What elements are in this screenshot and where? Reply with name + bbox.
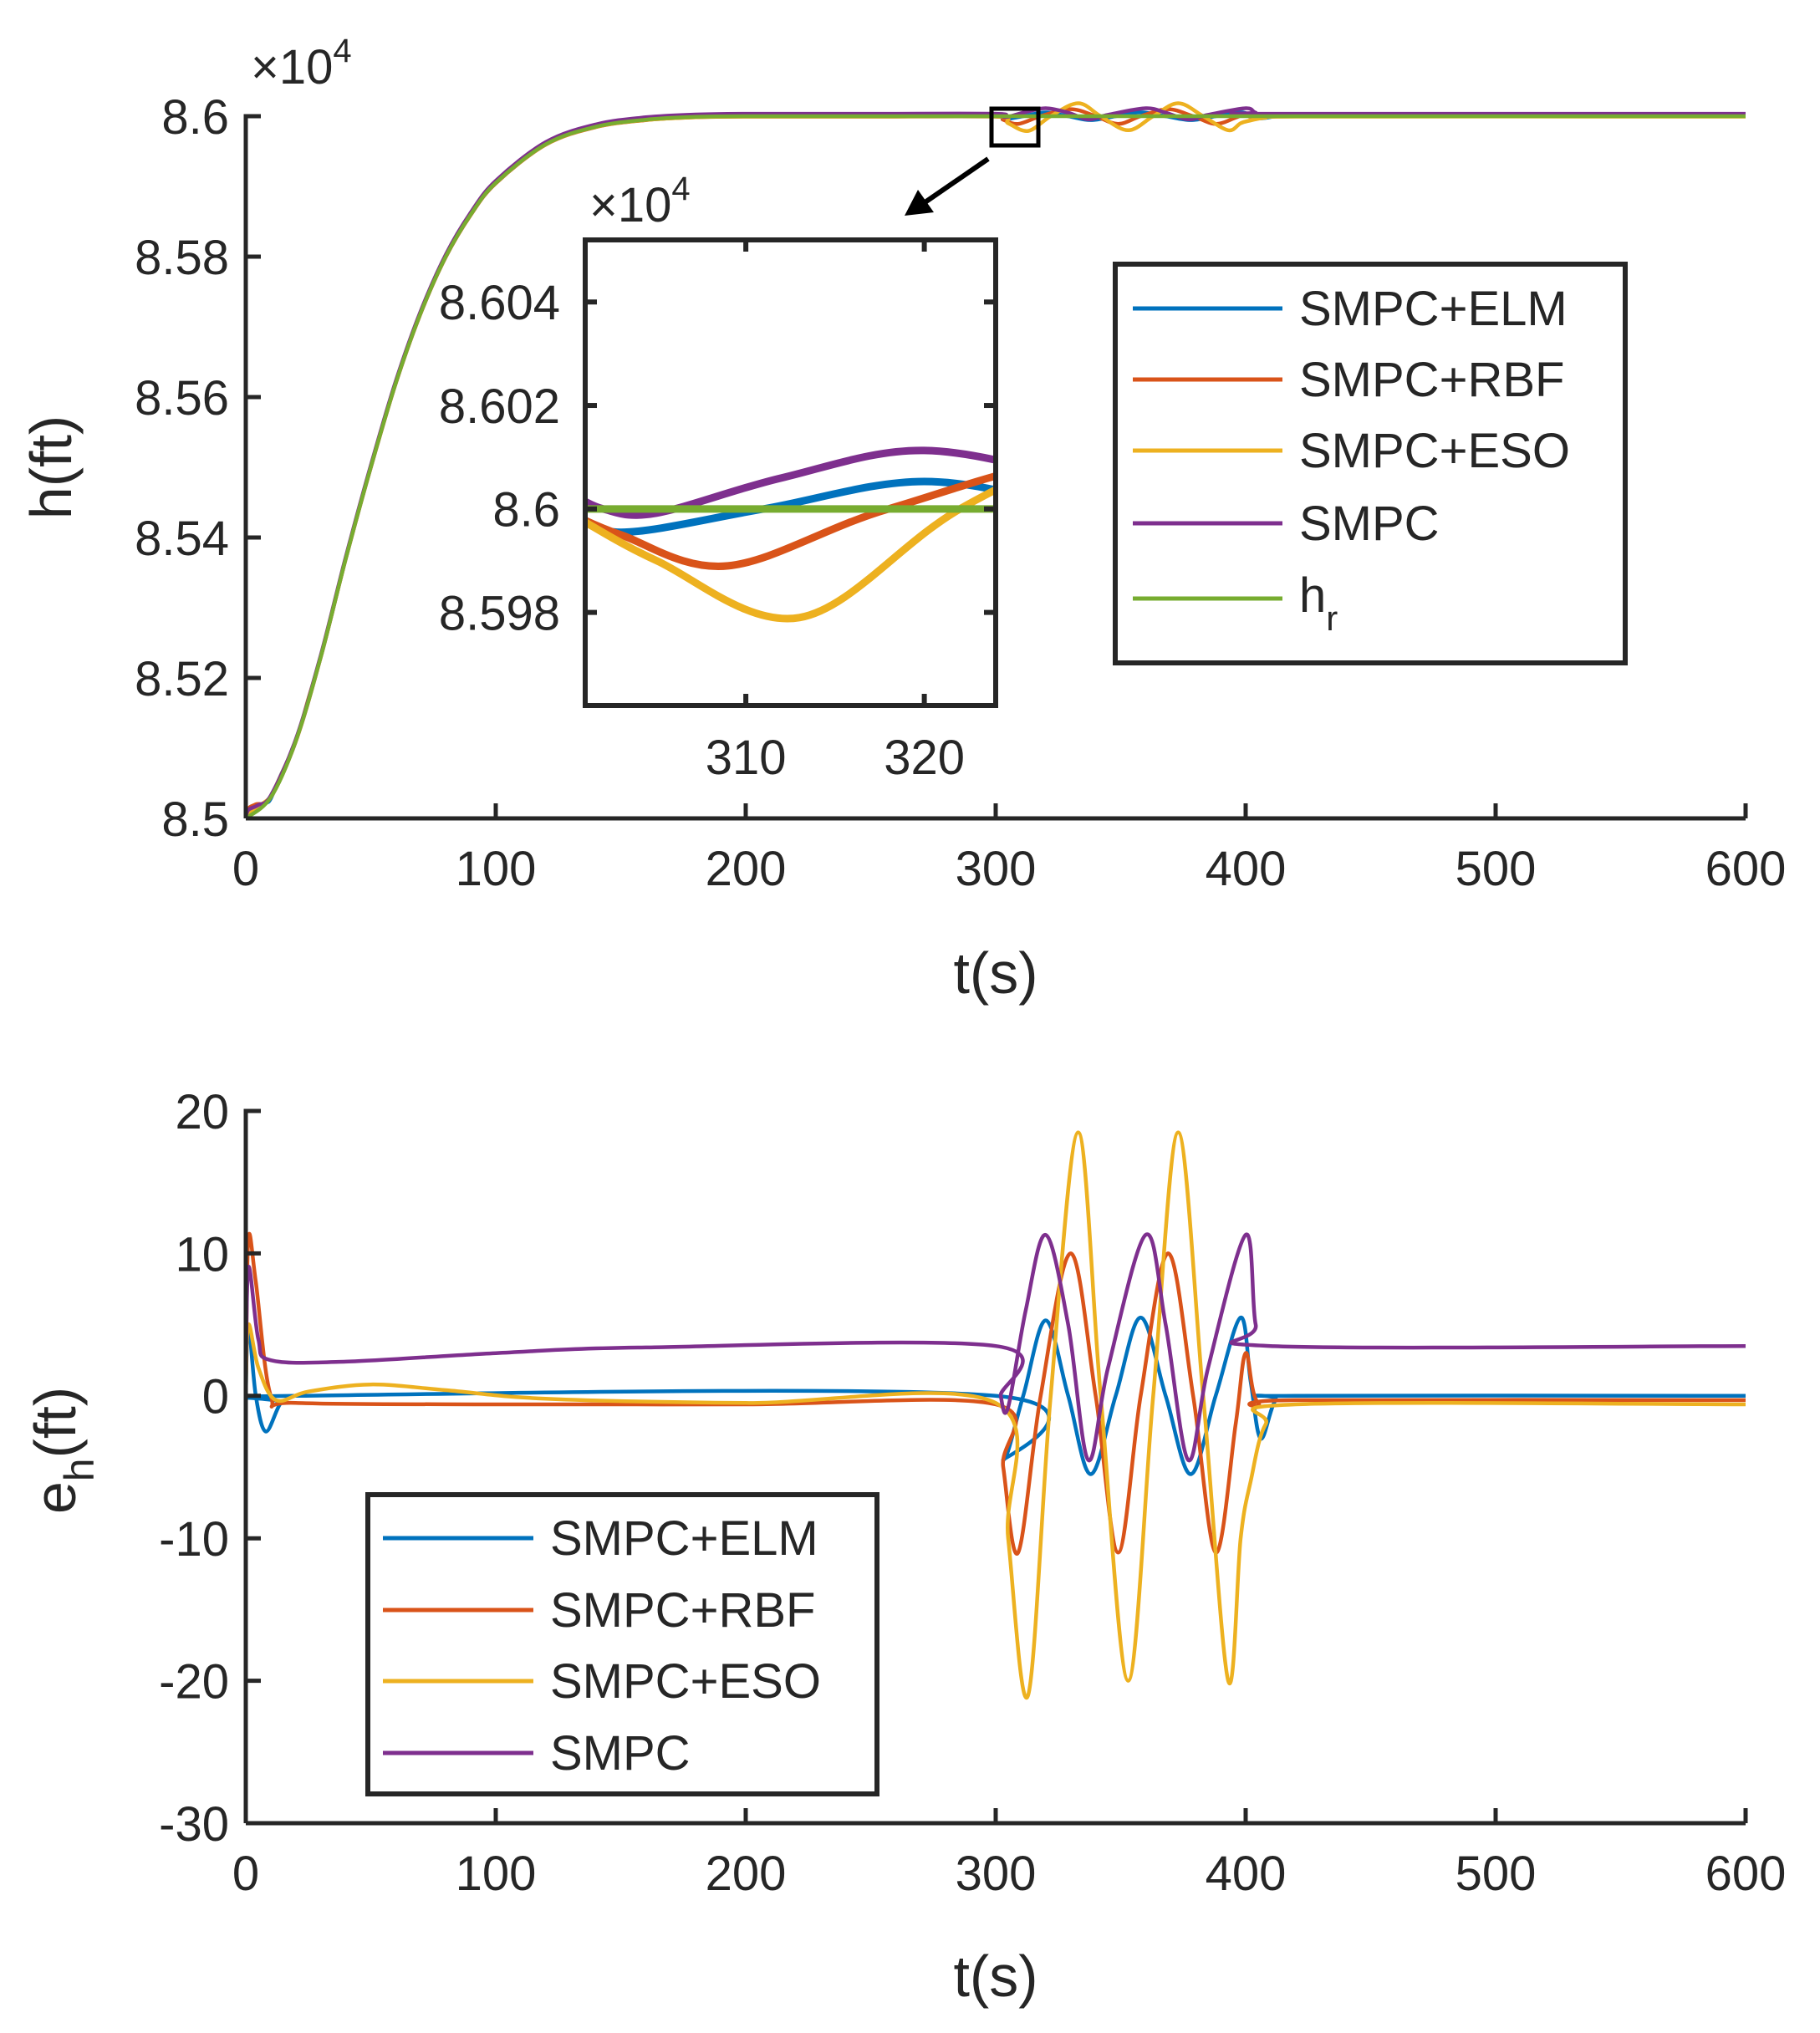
inset-line-smpc	[585, 446, 996, 519]
legend-label: SMPC+ESO	[550, 1654, 821, 1709]
y-tick-label: -30	[159, 1797, 229, 1852]
error-line-smpc	[246, 1232, 1746, 1463]
legend-item-smpc-eso: SMPC+ESO	[383, 1654, 821, 1709]
y-tick-label: 0	[202, 1370, 229, 1424]
altitude-plot: 0 100 200 300 400 500 600 8.5 8.52 8.54 8.56 8.58 8.…	[18, 33, 1786, 1006]
legend-item-smpc-rbf: SMPC+RBF	[383, 1583, 815, 1638]
x-tick-label: 600	[1705, 842, 1787, 896]
x-tick-label: 300	[956, 1847, 1037, 1901]
zoom-arrow	[905, 156, 990, 216]
y-tick-label: 8.56	[135, 371, 229, 425]
x-tick-label: 200	[706, 842, 787, 896]
x-tick-label: 100	[456, 842, 537, 896]
altitude-error-plot: 0 100 200 300 400 500 600 -30 -20 -10 0 10 20 t(s) e…	[23, 1085, 1786, 2009]
inset-line-smpc-elm	[585, 477, 996, 537]
legend-label: SMPC	[1299, 497, 1440, 551]
error-axes: 0 100 200 300 400 500 600 -30 -20 -10 0 10 20	[159, 1085, 1786, 1901]
error-line-smpc-eso	[246, 1130, 1746, 1700]
inset-axes: 310 320 8.598 8.6 8.602 8.604	[439, 237, 998, 785]
x-tick-label: 0	[232, 842, 259, 896]
y-tick-label: 8.52	[135, 652, 229, 706]
error-line-smpc-rbf	[246, 1231, 1746, 1556]
x-tick-label: 500	[1455, 1847, 1537, 1901]
inset-lines	[585, 446, 996, 623]
legend-label: SMPC	[550, 1726, 691, 1781]
inset-exponent-label: ×104	[589, 171, 691, 232]
x-tick-label: 320	[884, 731, 965, 785]
legend-label: hr	[1299, 568, 1338, 638]
axes-box	[583, 237, 998, 708]
legend-item-smpc-eso: SMPC+ESO	[1133, 424, 1570, 478]
y-tick-label: 8.58	[135, 231, 229, 285]
y-tick-label: 8.5	[161, 792, 229, 847]
x-tick-label: 0	[232, 1847, 259, 1901]
x-tick-label: 300	[956, 842, 1037, 896]
altitude-legend[interactable]: SMPC+ELM SMPC+RBF SMPC+ESO SMPC hr	[1113, 262, 1628, 665]
legend-item-smpc-elm: SMPC+ELM	[383, 1511, 818, 1566]
x-tick-label: 400	[1206, 842, 1287, 896]
y-tick-label: 8.598	[439, 586, 560, 640]
error-line-smpc-elm	[246, 1315, 1746, 1476]
error-legend[interactable]: SMPC+ELM SMPC+RBF SMPC+ESO SMPC	[365, 1492, 879, 1796]
altitude-lines	[246, 101, 1746, 820]
x-tick-label: 600	[1705, 1847, 1787, 1901]
error-ylabel: eh(ft)	[23, 1387, 103, 1514]
legend-label: SMPC+ESO	[1299, 424, 1570, 478]
legend-label: SMPC+RBF	[1299, 353, 1564, 407]
altitude-line-h-r	[246, 114, 1746, 820]
legend-label: SMPC+RBF	[550, 1583, 815, 1638]
legend-item-smpc: SMPC	[383, 1726, 691, 1781]
y-tick-label: 8.6	[492, 483, 560, 538]
y-tick-label: -10	[159, 1512, 229, 1567]
legend-item-smpc-elm: SMPC+ELM	[1133, 282, 1568, 336]
x-tick-label: 100	[456, 1847, 537, 1901]
zoom-region-box	[989, 106, 1041, 148]
y-tick-label: 10	[175, 1227, 229, 1281]
altitude-axes: 0 100 200 300 400 500 600 8.5 8.52 8.54 8.56 8.58 8.…	[135, 90, 1786, 896]
error-xlabel: t(s)	[953, 1944, 1037, 2009]
zoom-inset: 310 320 8.598 8.6 8.602 8.604 ×104	[439, 171, 998, 785]
inset-line-smpc-rbf	[585, 471, 996, 570]
x-tick-label: 500	[1455, 842, 1537, 896]
x-tick-label: 400	[1206, 1847, 1287, 1901]
y-tick-label: -20	[159, 1654, 229, 1709]
y-tick-label: 8.604	[439, 276, 560, 330]
legend-label: SMPC+ELM	[550, 1511, 818, 1566]
y-tick-label: 8.54	[135, 512, 229, 566]
altitude-ylabel: h(ft)	[18, 415, 84, 519]
legend-label: SMPC+ELM	[1299, 282, 1568, 336]
legend-item-smpc: SMPC	[1133, 497, 1440, 551]
altitude-exponent-label: ×104	[251, 33, 352, 94]
y-tick-label: 8.602	[439, 380, 560, 434]
y-tick-label: 20	[175, 1085, 229, 1139]
altitude-xlabel: t(s)	[953, 940, 1037, 1006]
x-tick-label: 310	[706, 731, 787, 785]
inset-line-smpc-eso	[585, 485, 996, 623]
legend-item-h-r: hr	[1133, 568, 1338, 638]
x-tick-label: 200	[706, 1847, 787, 1901]
y-tick-label: 8.6	[161, 90, 229, 145]
legend-item-smpc-rbf: SMPC+RBF	[1133, 353, 1564, 407]
